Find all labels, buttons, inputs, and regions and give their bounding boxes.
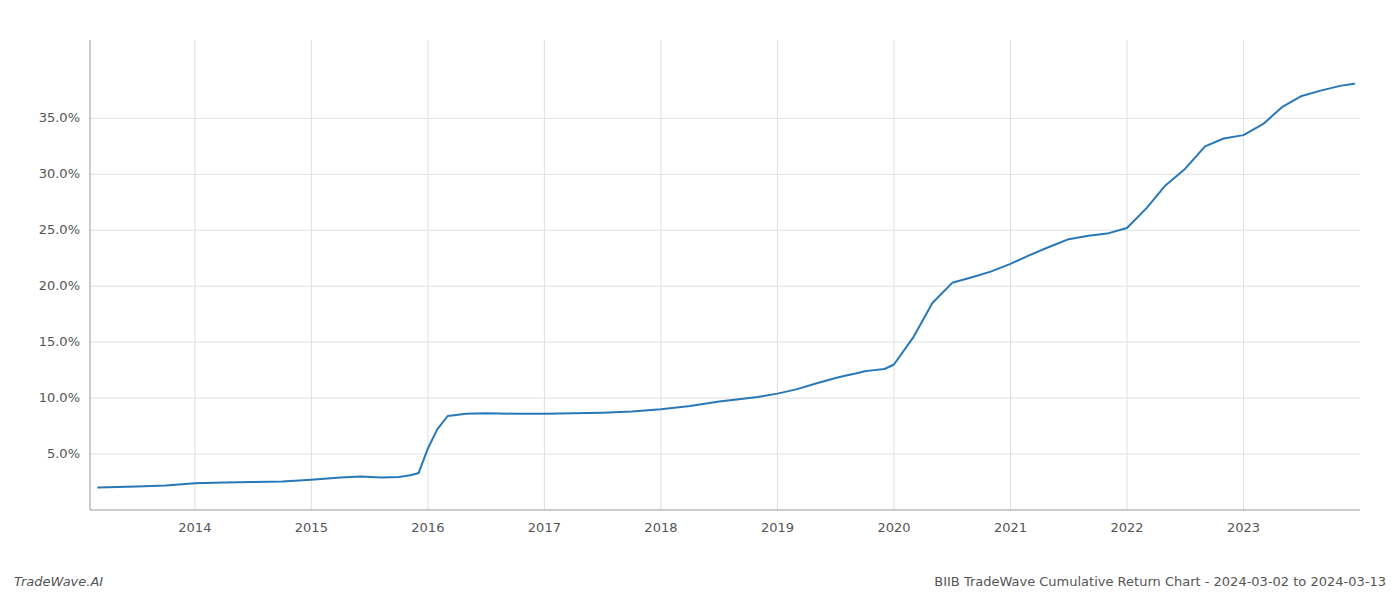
x-grid-line	[311, 40, 312, 510]
y-grid-line	[90, 286, 1360, 287]
x-tick-label: 2017	[528, 520, 561, 535]
y-grid-line	[90, 118, 1360, 119]
tick-labels: 5.0% 10.0% 15.0% 20.0% 25.0% 30.0% 35.0% 2014 20…	[39, 110, 1260, 535]
x-grid-line	[1243, 40, 1244, 510]
watermark: TradeWave.AI	[14, 574, 103, 589]
x-axis-line	[90, 510, 1360, 511]
x-tick-label: 2016	[411, 520, 444, 535]
x-tick-label: 2020	[877, 520, 910, 535]
x-grid-line	[427, 40, 428, 510]
x-grid-line	[777, 40, 778, 510]
grid	[90, 40, 1360, 510]
x-grid-line	[893, 40, 894, 510]
x-tick-label: 2014	[178, 520, 211, 535]
y-tick-label: 15.0%	[39, 334, 80, 349]
y-grid-line	[90, 174, 1360, 175]
series-line	[98, 84, 1354, 488]
x-grid-line	[660, 40, 661, 510]
y-tick-label: 25.0%	[39, 222, 80, 237]
x-tick-label: 2019	[761, 520, 794, 535]
x-tick-label: 2023	[1227, 520, 1260, 535]
y-tick-label: 30.0%	[39, 166, 80, 181]
x-tick-label: 2015	[295, 520, 328, 535]
y-grid-line	[90, 230, 1360, 231]
y-grid-line	[90, 398, 1360, 399]
chart-title: BIIB TradeWave Cumulative Return Chart -…	[934, 574, 1386, 589]
chart-svg: 5.0% 10.0% 15.0% 20.0% 25.0% 30.0% 35.0% 2014 20…	[0, 0, 1400, 600]
y-grid-line	[90, 454, 1360, 455]
y-tick-label: 10.0%	[39, 390, 80, 405]
x-tick-label: 2021	[994, 520, 1027, 535]
y-axis-line	[90, 40, 91, 510]
x-tick-label: 2018	[644, 520, 677, 535]
x-grid-line	[1010, 40, 1011, 510]
x-grid-line	[1126, 40, 1127, 510]
y-tick-label: 35.0%	[39, 110, 80, 125]
x-grid-line	[544, 40, 545, 510]
y-tick-label: 5.0%	[47, 446, 80, 461]
chart-container: 5.0% 10.0% 15.0% 20.0% 25.0% 30.0% 35.0% 2014 20…	[0, 0, 1400, 600]
x-grid-line	[194, 40, 195, 510]
y-grid-line	[90, 342, 1360, 343]
x-tick-label: 2022	[1110, 520, 1143, 535]
plot-area	[98, 84, 1354, 488]
y-tick-label: 20.0%	[39, 278, 80, 293]
